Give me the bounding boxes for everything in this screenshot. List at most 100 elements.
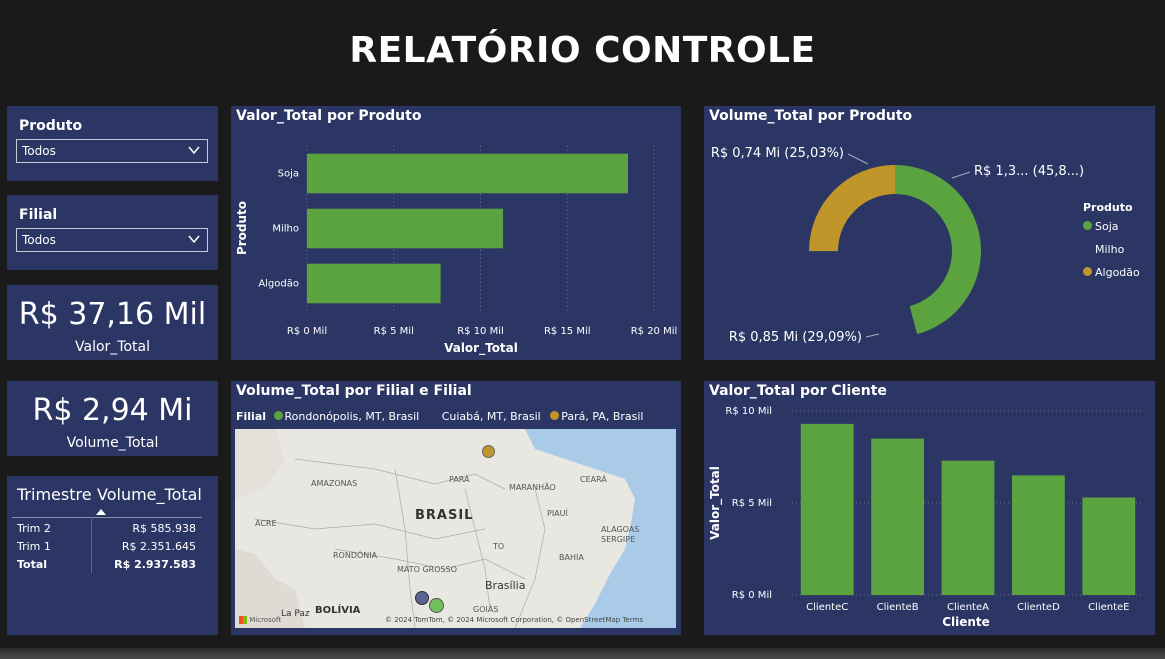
map-marker-rondonopolis[interactable]	[429, 598, 444, 613]
legend-item-milho[interactable]: Milho	[1083, 243, 1124, 256]
legend-dot-icon	[1083, 267, 1092, 276]
donut-data-label: R$ 0,74 Mi (25,03%)	[711, 146, 844, 161]
table-cell-trimestre: Trim 2	[17, 522, 51, 535]
donut-slice-algodão[interactable]	[809, 165, 895, 252]
produto-dropdown-value: Todos	[22, 144, 56, 158]
kpi-valor-total-value: R$ 37,16 Mil	[18, 297, 207, 332]
legend-dot-icon	[1083, 221, 1092, 230]
kpi-volume-total-label: Volume_Total	[66, 435, 159, 451]
map-label-alagoas: ALAGOAS SERGIPE	[601, 525, 640, 544]
y-tick-label: R$ 0 Mil	[732, 590, 772, 601]
x-tick-label: ClienteB	[877, 602, 919, 613]
map-legend-item[interactable]: Rondonópolis, MT, Brasil	[284, 410, 420, 423]
x-tick-label: ClienteE	[1088, 602, 1129, 613]
table-row[interactable]: Trim 1 R$ 2.351.645	[12, 540, 196, 558]
table-row[interactable]: Trim 2 R$ 585.938	[12, 522, 196, 540]
table-cell-trimestre: Trim 1	[17, 540, 51, 553]
volume-por-produto-chart: Volume_Total por Produto R$ 1,3... (45,8…	[704, 106, 1155, 360]
legend-dot-icon	[430, 411, 440, 420]
donut-leader-line	[865, 333, 880, 338]
filial-slicer: Filial Todos	[7, 195, 218, 270]
map-title: Volume_Total por Filial e Filial	[236, 383, 472, 399]
map-canvas[interactable]: AMAZONAS PARÁ MARANHÃO CEARÁ PIAUÍ BRASI…	[235, 429, 676, 628]
legend-title: Produto	[1083, 201, 1133, 214]
kpi-volume-total: R$ 2,94 Mi Volume_Total	[7, 381, 218, 456]
map-attribution[interactable]: © 2024 TomTom, © 2024 Microsoft Corporat…	[385, 616, 644, 624]
valor-por-produto-chart: Valor_Total por Produto R$ 0 Mil R$ 5 Mil…	[231, 106, 681, 360]
x-tick-label: R$ 5 Mil	[374, 326, 414, 337]
table-header-volume[interactable]: Volume_Total	[97, 485, 202, 504]
legend-item-soja[interactable]: Soja	[1083, 220, 1119, 233]
donut-slice-milho[interactable]	[809, 251, 918, 337]
bar-milho[interactable]	[307, 208, 504, 249]
donut-leader-line	[951, 171, 971, 179]
x-tick-label: R$ 15 Mil	[544, 326, 591, 337]
chevron-down-icon[interactable]	[187, 232, 201, 249]
bottom-scrollbar[interactable]	[0, 648, 1165, 659]
chart-title: Valor_Total por Cliente	[709, 383, 887, 399]
map-label-maranhao: MARANHÃO	[509, 483, 556, 492]
map-legend-item[interactable]: Pará, PA, Brasil	[561, 410, 644, 423]
bar-chart-svg: R$ 0 Mil R$ 5 Mil R$ 10 Mil R$ 15 Mil R$ 20 …	[235, 146, 678, 356]
map-label-ceara: CEARÁ	[580, 475, 607, 484]
x-tick-label: R$ 10 Mil	[457, 326, 504, 337]
map-label-rondonia: RONDÔNIA	[333, 551, 378, 560]
legend-label: Algodão	[1095, 266, 1140, 279]
donut-chart-svg: R$ 1,3... (45,8...) R$ 0,85 Mi (29,09%) R$…	[711, 146, 1084, 345]
filial-slicer-label: Filial	[19, 207, 58, 223]
map-label-para: PARÁ	[449, 475, 470, 484]
map-label-amazonas: AMAZONAS	[311, 479, 358, 488]
chevron-down-icon[interactable]	[187, 143, 201, 160]
map-label-piaui: PIAUÍ	[547, 509, 568, 518]
map-legend-item[interactable]: Cuiabá, MT, Brasil	[441, 410, 541, 423]
map-legend: Filial Rondonópolis, MT, Brasil Cuiabá, …	[236, 410, 643, 423]
y-axis-title: Produto	[235, 201, 249, 255]
column-clienteb[interactable]	[871, 438, 924, 595]
legend-dot-icon	[1083, 244, 1092, 253]
x-tick-label: ClienteC	[806, 602, 848, 613]
donut-data-label: R$ 1,3... (45,8...)	[974, 164, 1084, 179]
x-tick-label: R$ 0 Mil	[287, 326, 327, 337]
produto-slicer: Produto Todos	[7, 106, 218, 181]
map-background	[235, 429, 676, 628]
x-tick-label: R$ 20 Mil	[631, 326, 678, 337]
x-axis-title: Cliente	[942, 615, 990, 629]
y-tick-label: R$ 10 Mil	[725, 406, 772, 417]
map-panel: Volume_Total por Filial e Filial Filial …	[231, 381, 681, 635]
microsoft-logo: Microsoft	[239, 616, 281, 624]
donut-data-label: R$ 0,85 Mi (29,09%)	[729, 330, 862, 345]
donut-leader-line	[847, 153, 869, 165]
x-tick-label: ClienteA	[947, 602, 989, 613]
y-tick-label: Milho	[272, 224, 299, 235]
y-tick-label: R$ 5 Mil	[732, 498, 772, 509]
donut-slice-soja[interactable]	[895, 165, 981, 335]
table-header-trimestre[interactable]: Trimestre	[17, 485, 92, 504]
microsoft-logo-icon	[239, 616, 247, 624]
column-clientee[interactable]	[1082, 497, 1136, 595]
report-title: RELATÓRIO CONTROLE	[349, 30, 816, 71]
bar-algodão[interactable]	[307, 263, 441, 304]
map-label-mato-grosso: MATO GROSSO	[397, 565, 457, 574]
column-clientec[interactable]	[800, 423, 854, 595]
map-label-goias: GOIÁS	[473, 605, 499, 614]
chart-title: Valor_Total por Produto	[236, 108, 422, 124]
y-tick-label: Algodão	[258, 279, 299, 290]
table-cell-volume: R$ 585.938	[132, 522, 196, 535]
map-marker-para[interactable]	[482, 445, 495, 458]
filial-dropdown[interactable]: Todos	[16, 228, 208, 252]
map-label-brasil: BRASIL	[415, 508, 474, 523]
column-cliented[interactable]	[1012, 475, 1065, 595]
sort-arrow-icon[interactable]	[96, 509, 106, 515]
kpi-valor-total: R$ 37,16 Mil Valor_Total	[7, 285, 218, 360]
map-legend-title: Filial	[236, 410, 267, 423]
legend-dot-icon	[273, 411, 283, 420]
map-marker-cuiaba[interactable]	[415, 591, 429, 605]
bar-soja[interactable]	[307, 153, 628, 194]
column-chart-svg: R$ 0 Mil R$ 5 Mil R$ 10 Mil ClienteC Cliente…	[708, 406, 1144, 629]
map-label-brasilia: Brasília	[485, 579, 526, 592]
produto-slicer-label: Produto	[19, 118, 83, 134]
column-clientea[interactable]	[941, 460, 995, 595]
produto-dropdown[interactable]: Todos	[16, 139, 208, 163]
trimestre-table: Trimestre Volume_Total Trim 2 R$ 585.938…	[7, 473, 218, 635]
legend-item-algodao[interactable]: Algodão	[1083, 266, 1140, 279]
